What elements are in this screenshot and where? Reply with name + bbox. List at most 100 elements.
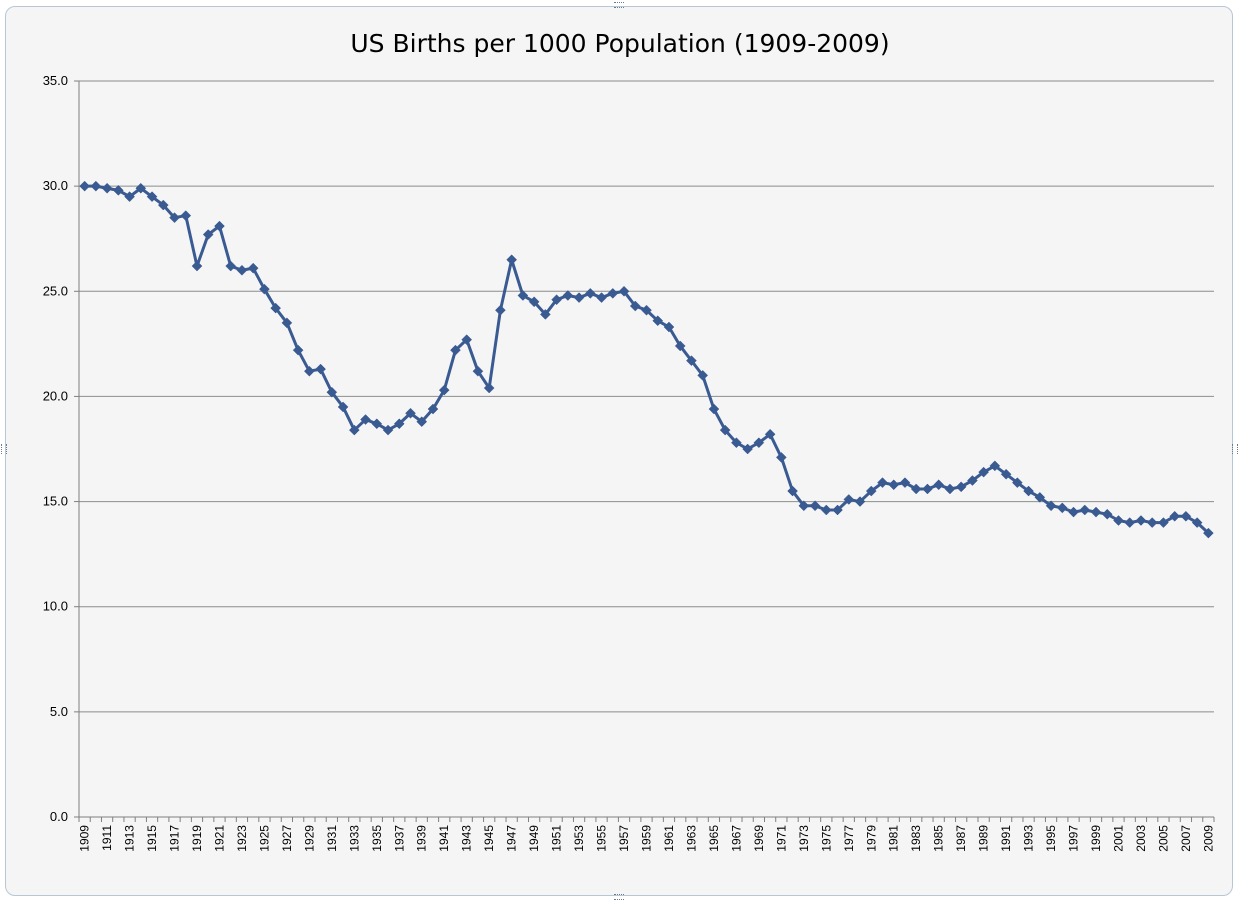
data-point — [551, 294, 562, 306]
data-point — [146, 191, 158, 203]
data-point — [854, 496, 866, 507]
data-point — [1135, 515, 1147, 526]
x-tick-label: 1971 — [774, 825, 788, 852]
data-point — [393, 418, 405, 430]
data-point — [79, 180, 90, 192]
resize-handle-top[interactable] — [614, 2, 624, 8]
data-point — [1101, 508, 1113, 520]
data-point — [967, 475, 978, 486]
x-tick-label: 1917 — [168, 825, 182, 852]
x-tick-label: 1951 — [550, 825, 564, 852]
x-tick-label: 1969 — [752, 825, 766, 852]
data-point — [832, 504, 843, 516]
data-point — [731, 437, 742, 449]
data-point — [90, 180, 102, 192]
y-tick-label: 20.0 — [43, 388, 68, 403]
data-point — [764, 428, 776, 440]
data-point — [450, 344, 461, 356]
data-point — [573, 292, 585, 303]
x-tick-label: 1993 — [1022, 825, 1036, 852]
data-point — [955, 481, 967, 493]
data-point — [540, 309, 551, 320]
data-point — [112, 184, 124, 196]
data-point — [506, 254, 518, 266]
data-point — [607, 288, 619, 299]
data-point — [944, 483, 956, 495]
data-point — [753, 437, 765, 449]
data-point — [135, 182, 147, 194]
data-point — [1068, 506, 1079, 518]
data-point — [1203, 527, 1214, 539]
y-tick-label: 25.0 — [43, 283, 68, 298]
data-point — [1079, 504, 1091, 516]
data-point — [899, 477, 911, 488]
x-tick-label: 1959 — [640, 825, 654, 852]
chart-area — [5, 6, 1233, 896]
data-point — [225, 260, 237, 272]
data-point — [641, 304, 652, 316]
x-tick-label: 2005 — [1156, 825, 1170, 852]
data-point — [1045, 500, 1057, 512]
x-tick-label: 1939 — [415, 825, 429, 852]
x-tick-label: 1919 — [190, 825, 204, 852]
data-point — [461, 334, 473, 346]
data-point — [1146, 517, 1158, 528]
data-point — [888, 479, 900, 491]
resize-handle-right[interactable] — [1232, 444, 1238, 454]
data-point — [337, 401, 349, 413]
x-tick-label: 1953 — [572, 825, 586, 852]
y-tick-label: 0.0 — [50, 809, 68, 824]
data-point — [247, 262, 259, 274]
x-tick-label: 1973 — [797, 825, 811, 852]
gridlines — [79, 80, 1214, 713]
x-tick-label: 1997 — [1067, 825, 1081, 852]
data-point — [416, 416, 428, 428]
data-point — [787, 485, 798, 497]
x-tick-label: 2003 — [1134, 825, 1148, 852]
data-point — [989, 460, 1001, 472]
data-point — [517, 290, 529, 301]
data-point — [843, 494, 855, 505]
data-point — [180, 210, 192, 221]
resize-handle-left[interactable] — [1, 444, 7, 454]
data-point — [281, 317, 293, 329]
x-tick-label: 1927 — [280, 825, 294, 852]
data-point — [157, 199, 169, 211]
data-point — [191, 260, 203, 272]
x-tick-label: 1987 — [954, 825, 968, 852]
x-tick-label: 1983 — [909, 825, 923, 852]
data-point — [483, 382, 495, 394]
data-point — [820, 504, 832, 516]
resize-handle-bottom[interactable] — [614, 894, 624, 900]
x-tick-label: 1949 — [527, 825, 541, 852]
data-point — [169, 212, 180, 224]
data-point — [618, 285, 630, 297]
x-tick-label: 1937 — [392, 825, 406, 852]
y-tick-label: 5.0 — [50, 704, 68, 719]
data-point — [382, 424, 394, 436]
data-point — [1034, 492, 1046, 503]
data-point — [236, 264, 248, 276]
data-point — [1011, 477, 1023, 488]
data-point — [405, 407, 416, 419]
data-point — [596, 292, 607, 303]
x-tick-label: 1965 — [707, 825, 721, 852]
data-point — [663, 321, 675, 333]
x-tick-label: 1991 — [999, 825, 1013, 852]
x-tick-label: 1915 — [145, 825, 159, 852]
data-point — [270, 302, 282, 314]
x-tick-label: 1967 — [729, 825, 743, 852]
data-point — [1090, 506, 1102, 518]
x-tick-label: 1931 — [325, 825, 339, 852]
y-tick-label: 15.0 — [43, 494, 68, 509]
x-tick-label: 1909 — [78, 825, 92, 852]
data-point — [922, 483, 933, 495]
data-point — [360, 414, 371, 425]
x-tick-label: 1955 — [595, 825, 609, 852]
data-point — [775, 452, 787, 463]
data-point — [348, 424, 360, 436]
data-point — [1056, 502, 1068, 514]
data-point — [1113, 515, 1124, 526]
series-births — [79, 180, 1214, 539]
y-tick-label: 35.0 — [43, 73, 68, 88]
